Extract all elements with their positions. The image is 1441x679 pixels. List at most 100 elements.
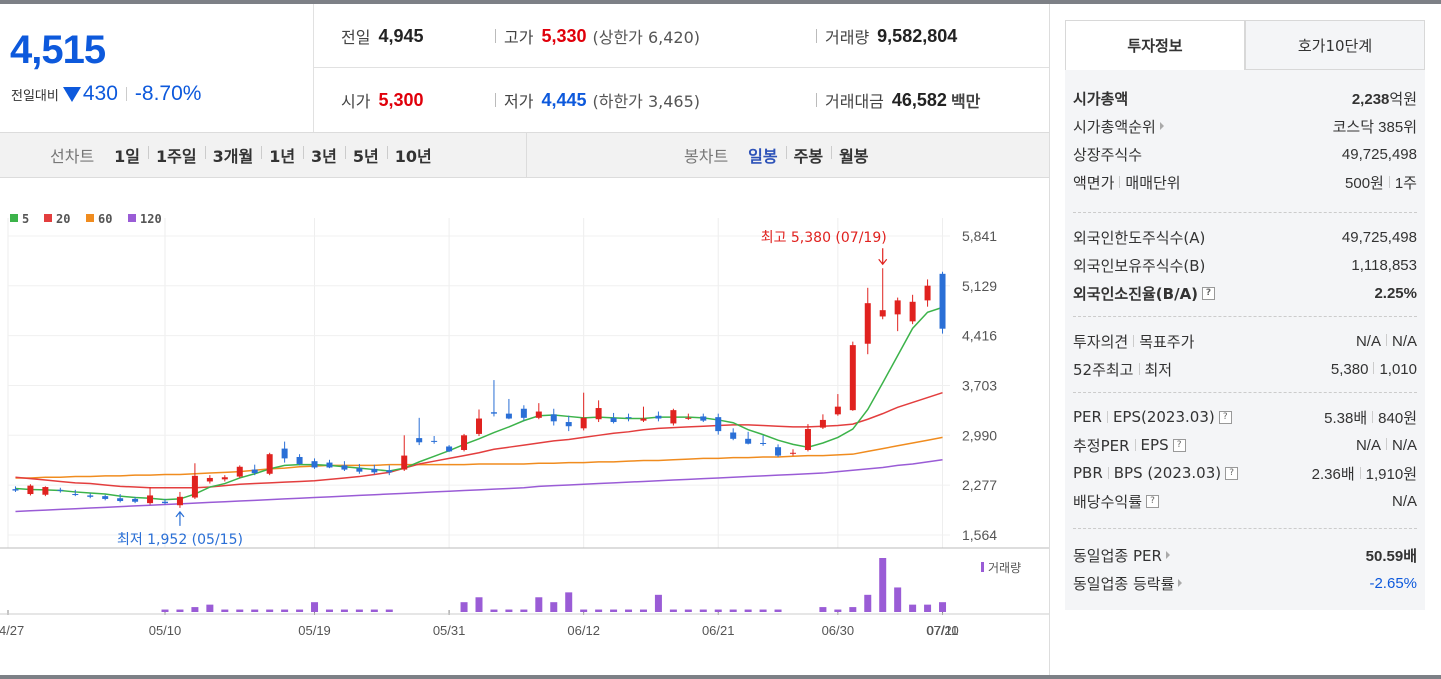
- candle-body: [206, 477, 213, 482]
- ma5-line: [15, 306, 943, 501]
- foreign-ratio-row: 외국인소진율(B/A)? 2.25%: [1073, 279, 1417, 307]
- candle-body: [640, 418, 647, 421]
- tab-5y[interactable]: 5년: [344, 143, 387, 167]
- volume-bar: [296, 609, 304, 612]
- tab-daily[interactable]: 일봉: [748, 147, 778, 166]
- valuation-section: PER EPS(2023.03)? 5.38배 840원 추정PER EPS? N/A…: [1073, 392, 1417, 515]
- tab-1d[interactable]: 1일: [114, 147, 141, 166]
- candle-body: [296, 456, 303, 464]
- candle-body: [191, 475, 198, 498]
- volume-bar: [206, 604, 214, 612]
- divider: [495, 29, 496, 43]
- quote-row: 시가 5,300 저가 4,445 (하한가 3,465) 거래대금 46,58…: [314, 68, 1050, 132]
- shares-value: 49,725,498: [1341, 145, 1417, 163]
- volume-bar: [909, 604, 917, 612]
- up-arrow-icon: [175, 510, 185, 526]
- week52-high-value: 5,380: [1330, 360, 1369, 378]
- tab-monthly[interactable]: 월봉: [831, 143, 876, 167]
- volume-bar: [565, 592, 573, 612]
- tab-3y[interactable]: 3년: [303, 143, 345, 167]
- candle-body: [102, 496, 109, 499]
- down-triangle-icon: [62, 86, 81, 102]
- candle-body: [775, 447, 782, 456]
- help-icon[interactable]: ?: [1172, 438, 1186, 452]
- candle-body: [42, 487, 49, 495]
- y-tick-label: 4,416: [962, 328, 997, 344]
- candle-body: [760, 443, 767, 444]
- tab-invest-info[interactable]: 투자정보: [1065, 20, 1245, 70]
- candle-body: [819, 419, 826, 428]
- volume-bar: [595, 609, 603, 612]
- candle-body: [745, 438, 752, 444]
- candle-body: [401, 455, 408, 470]
- candle-body: [251, 469, 258, 474]
- opinion-section: 투자의견 목표주가 N/A N/A 52주최고 최저 5,380 1,010: [1073, 316, 1417, 383]
- chart-tab-bar: 선차트 1일 1주일 3개월 1년 3년 5년 10년 봉차트 일봉 주봉 월봉: [0, 132, 1050, 178]
- tab-1w[interactable]: 1주일: [148, 143, 205, 167]
- tab-order-book[interactable]: 호가10단계: [1245, 20, 1425, 70]
- help-icon[interactable]: ?: [1202, 286, 1216, 300]
- tab-10y[interactable]: 10년: [386, 143, 440, 167]
- candle-chart-label: 봉차트: [684, 147, 729, 166]
- candle-body: [476, 418, 482, 434]
- volume-bar: [729, 609, 737, 612]
- tab-weekly[interactable]: 주봉: [785, 143, 831, 167]
- industry-per-row[interactable]: 동일업종 PER 50.59배: [1073, 541, 1417, 569]
- candle-body: [221, 477, 228, 480]
- candle-body: [879, 310, 886, 317]
- candle-body: [147, 495, 154, 504]
- bottom-border: [0, 675, 1441, 679]
- quote-row: 전일 4,945 고가 5,330 (상한가 6,420) 거래량 9,582,…: [314, 4, 1050, 68]
- candle-body: [132, 498, 139, 502]
- market-cap-rank-value: 코스닥 385위: [1332, 118, 1417, 136]
- candle-body: [790, 452, 796, 454]
- candle-body: [356, 468, 363, 472]
- candle-body: [834, 406, 841, 415]
- volume-bar: [819, 607, 827, 612]
- shares-row: 상장주식수 49,725,498: [1073, 140, 1417, 168]
- price-chart-svg: 04/27 05/10 05/19 05/31 06/12 06/21 06/30 07/11…: [0, 212, 1049, 638]
- candle-body: [87, 495, 94, 497]
- candle-body: [864, 303, 871, 344]
- week52-low-label: 최저: [1144, 360, 1173, 379]
- divider: [816, 93, 817, 107]
- legend-swatch: [128, 214, 136, 222]
- candle-body: [804, 429, 811, 450]
- legend-label: 5: [22, 212, 29, 226]
- foreign-limit-value: 49,725,498: [1341, 228, 1417, 246]
- quote-grid: 전일 4,945 고가 5,330 (상한가 6,420) 거래량 9,582,…: [314, 4, 1050, 132]
- face-value: 500원: [1345, 174, 1384, 192]
- low-label: 저가: [504, 92, 534, 111]
- tab-1y[interactable]: 1년: [261, 143, 303, 167]
- x-tick-label: 05/31: [433, 623, 466, 638]
- help-icon[interactable]: ?: [1146, 494, 1160, 508]
- target-price-label: 목표주가: [1139, 332, 1195, 351]
- foreign-ratio-label: 외국인소진율(B/A): [1073, 284, 1199, 303]
- industry-rate-row[interactable]: 동일업종 등락률 -2.65%: [1073, 569, 1417, 597]
- candle-body: [461, 435, 468, 450]
- amount-unit: 백만: [950, 92, 981, 111]
- candle-body: [236, 466, 243, 477]
- candle-body: [715, 417, 722, 432]
- est-eps-label: EPS: [1140, 436, 1169, 454]
- est-per-row: 추정PER EPS? N/A N/A: [1073, 431, 1417, 459]
- est-eps-value: N/A: [1391, 436, 1417, 454]
- candle-body: [505, 413, 512, 419]
- candle-body: [341, 465, 348, 470]
- candle-body: [326, 462, 333, 468]
- tab-3m[interactable]: 3개월: [204, 143, 262, 167]
- amount-label: 거래대금: [825, 92, 884, 111]
- week52-row: 52주최고 최저 5,380 1,010: [1073, 355, 1417, 383]
- help-icon[interactable]: ?: [1218, 410, 1232, 424]
- candle-body: [27, 485, 34, 495]
- candle-body: [12, 489, 19, 491]
- candle-body: [670, 410, 677, 424]
- help-icon[interactable]: ?: [1225, 466, 1239, 480]
- candle-body: [72, 494, 79, 496]
- divider: [125, 87, 127, 101]
- market-cap-rank-row[interactable]: 시가총액순위 코스닥 385위: [1073, 112, 1417, 140]
- candle-body: [371, 468, 378, 473]
- y-tick-label: 2,990: [962, 427, 997, 443]
- x-tick-label: 07/11: [927, 623, 959, 638]
- current-price: 4,515: [10, 28, 106, 72]
